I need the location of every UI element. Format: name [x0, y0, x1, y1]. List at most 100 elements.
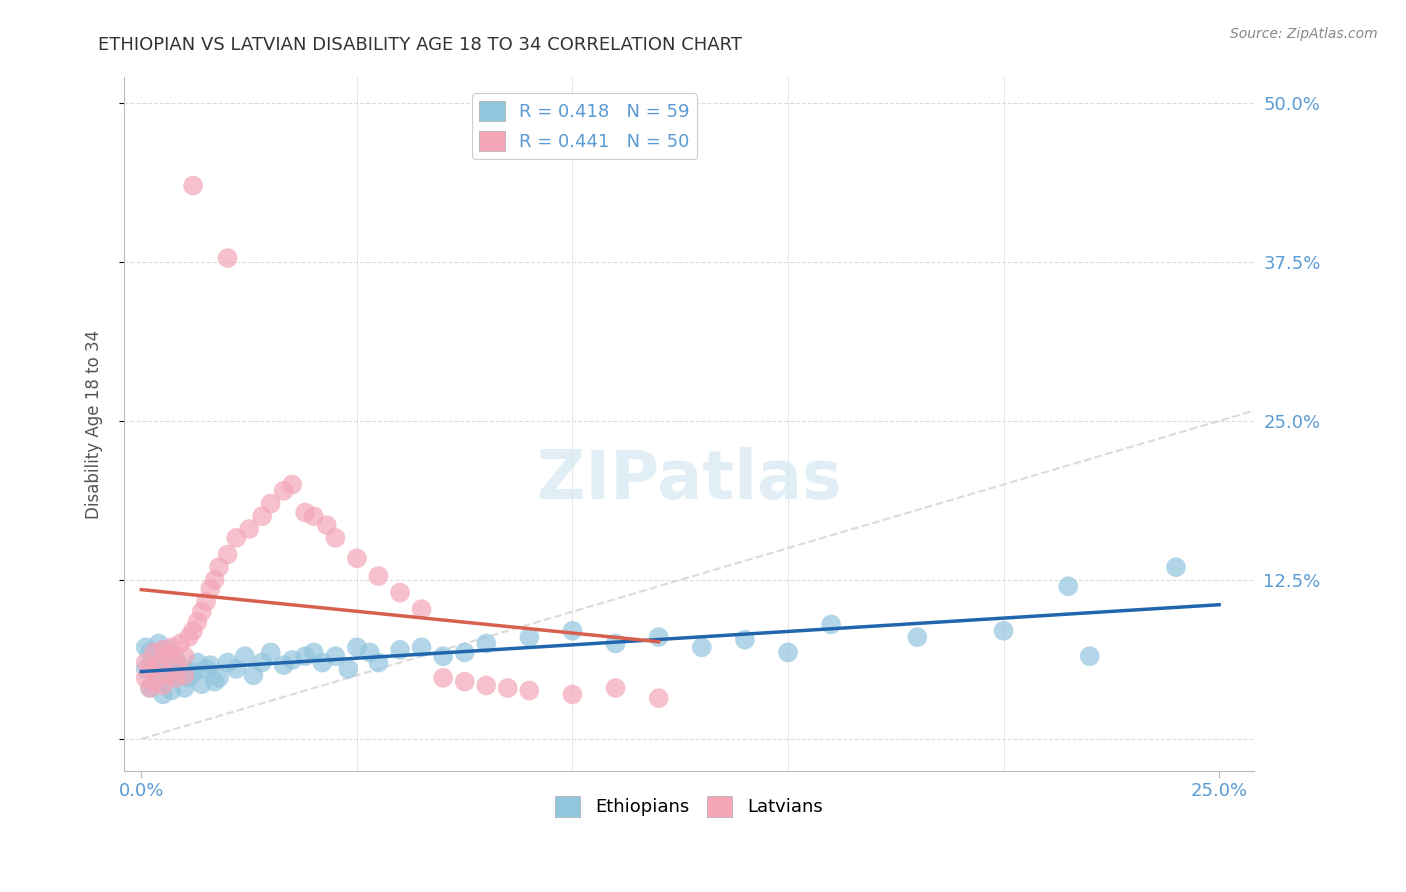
Point [496, 681, 519, 695]
Point [152, 649, 174, 664]
Point [152, 687, 174, 701]
Point [160, 640, 183, 655]
Point [389, 643, 412, 657]
Point [165, 653, 187, 667]
Point [475, 636, 498, 650]
Point [208, 671, 231, 685]
Point [173, 668, 195, 682]
Text: ZIPatlas: ZIPatlas [537, 447, 841, 513]
Point [204, 674, 226, 689]
Point [325, 649, 347, 664]
Point [311, 656, 333, 670]
Point [217, 251, 239, 265]
Point [325, 531, 347, 545]
Point [139, 681, 162, 695]
Point [143, 674, 166, 689]
Point [734, 632, 756, 647]
Point [135, 656, 157, 670]
Point [302, 509, 325, 524]
Point [475, 678, 498, 692]
Point [135, 640, 157, 655]
Point [367, 656, 389, 670]
Point [156, 668, 179, 682]
Point [181, 178, 204, 193]
Point [454, 645, 477, 659]
Point [139, 645, 162, 659]
Point [820, 617, 842, 632]
Point [217, 656, 239, 670]
Point [177, 671, 200, 685]
Text: Source: ZipAtlas.com: Source: ZipAtlas.com [1230, 27, 1378, 41]
Point [148, 668, 170, 682]
Point [195, 662, 218, 676]
Point [156, 649, 179, 664]
Point [152, 643, 174, 657]
Point [260, 497, 283, 511]
Point [250, 656, 273, 670]
Point [186, 656, 208, 670]
Point [225, 662, 247, 676]
Point [173, 681, 195, 695]
Point [561, 624, 583, 638]
Point [208, 560, 231, 574]
Point [139, 662, 162, 676]
Point [242, 668, 264, 682]
Point [411, 602, 433, 616]
Point [143, 645, 166, 659]
Point [200, 582, 222, 596]
Point [160, 683, 183, 698]
Point [690, 640, 713, 655]
Point [281, 477, 304, 491]
Point [273, 658, 295, 673]
Point [389, 585, 412, 599]
Point [519, 683, 541, 698]
Point [432, 671, 454, 685]
Legend: Ethiopians, Latvians: Ethiopians, Latvians [548, 789, 830, 824]
Point [294, 506, 316, 520]
Point [260, 645, 283, 659]
Point [367, 569, 389, 583]
Point [173, 662, 195, 676]
Point [294, 649, 316, 664]
Point [135, 671, 157, 685]
Point [186, 615, 208, 629]
Point [143, 674, 166, 689]
Point [152, 678, 174, 692]
Point [181, 624, 204, 638]
Point [250, 509, 273, 524]
Point [233, 649, 256, 664]
Point [177, 630, 200, 644]
Point [160, 658, 183, 673]
Point [647, 630, 669, 644]
Point [181, 665, 204, 680]
Point [204, 573, 226, 587]
Point [165, 671, 187, 685]
Point [519, 630, 541, 644]
Point [411, 640, 433, 655]
Point [1057, 579, 1080, 593]
Point [905, 630, 928, 644]
Point [217, 548, 239, 562]
Point [281, 653, 304, 667]
Point [156, 643, 179, 657]
Point [359, 645, 381, 659]
Point [993, 624, 1015, 638]
Point [273, 483, 295, 498]
Point [148, 658, 170, 673]
Point [165, 656, 187, 670]
Point [1164, 560, 1187, 574]
Point [195, 594, 218, 608]
Point [776, 645, 799, 659]
Point [647, 691, 669, 706]
Point [454, 674, 477, 689]
Point [148, 636, 170, 650]
Point [190, 605, 212, 619]
Point [169, 636, 191, 650]
Point [173, 649, 195, 664]
Point [190, 677, 212, 691]
Point [200, 658, 222, 673]
Point [346, 551, 368, 566]
Text: ETHIOPIAN VS LATVIAN DISABILITY AGE 18 TO 34 CORRELATION CHART: ETHIOPIAN VS LATVIAN DISABILITY AGE 18 T… [98, 36, 742, 54]
Point [139, 681, 162, 695]
Y-axis label: Disability Age 18 to 34: Disability Age 18 to 34 [86, 329, 103, 518]
